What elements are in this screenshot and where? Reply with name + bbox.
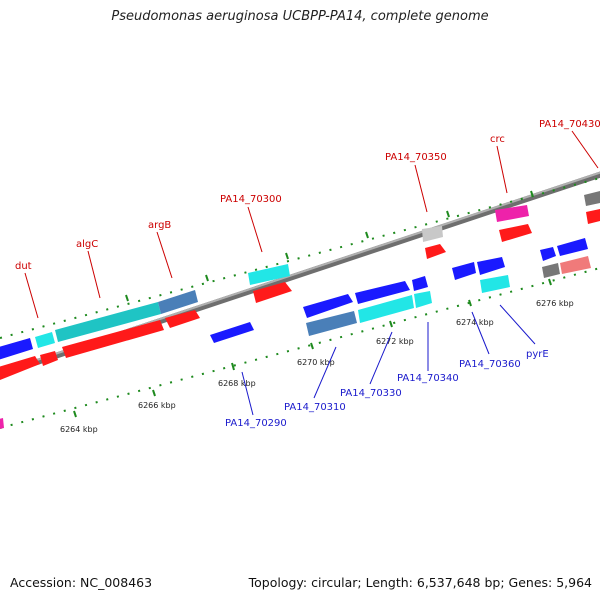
gene-label: argB bbox=[148, 220, 171, 231]
gene-arrow bbox=[425, 244, 446, 259]
gene-arrow bbox=[35, 332, 55, 348]
gene-labels-reverse: PA14_70290 PA14_70310 PA14_70330 PA14_70… bbox=[225, 349, 549, 429]
gene-arrow bbox=[55, 302, 161, 342]
gene-arrow bbox=[540, 247, 556, 261]
scale-label: 6270 kbp bbox=[297, 358, 335, 367]
scale-label: 6272 kbp bbox=[376, 337, 414, 346]
gene-arrow bbox=[165, 310, 200, 328]
gene-arrow bbox=[499, 224, 532, 242]
label-leaders-forward bbox=[24, 130, 599, 319]
scale-label: 6274 kbp bbox=[456, 318, 494, 327]
gene-arrow bbox=[40, 351, 58, 366]
gene-arrow bbox=[358, 295, 414, 323]
gene-arrow bbox=[248, 264, 290, 285]
gene-arrow bbox=[62, 320, 164, 358]
gene-arrow bbox=[0, 356, 40, 380]
gene-label: PA14_70360 bbox=[459, 359, 521, 370]
gene-arrow bbox=[560, 256, 591, 274]
gene-label: dut bbox=[15, 261, 32, 272]
gene-arrow bbox=[452, 262, 476, 280]
gene-arrow bbox=[158, 290, 198, 314]
gene-arrow bbox=[542, 263, 560, 278]
gene-label: PA14_70430 bbox=[539, 119, 600, 130]
genome-summary: Topology: circular; Length: 6,537,648 bp… bbox=[248, 575, 592, 590]
gene-label: PA14_70300 bbox=[220, 194, 282, 205]
gene-label: PA14_70330 bbox=[340, 388, 402, 399]
scale-labels: 6264 kbp 6266 kbp 6268 kbp 6270 kbp 6272… bbox=[60, 299, 574, 434]
gene-arrow bbox=[306, 311, 357, 336]
gene-arrow bbox=[557, 238, 588, 256]
gene-arrow bbox=[586, 209, 600, 224]
gene-arrow bbox=[210, 322, 254, 343]
tick-row-upper bbox=[0, 177, 600, 339]
gene-arrow bbox=[303, 294, 353, 318]
gene-arrow bbox=[253, 282, 292, 303]
scale-label: 6268 kbp bbox=[218, 379, 256, 388]
gene-features[interactable] bbox=[0, 191, 600, 430]
gene-arrow bbox=[414, 291, 432, 308]
accession-label: Accession: NC_008463 bbox=[10, 575, 153, 590]
gene-label: pyrE bbox=[526, 349, 549, 360]
gene-arrow bbox=[355, 281, 410, 304]
gene-label: crc bbox=[490, 134, 505, 145]
tick-row-lower bbox=[0, 267, 600, 429]
gene-label: algC bbox=[76, 239, 98, 250]
major-ticks bbox=[73, 190, 552, 418]
gene-arrow bbox=[477, 257, 505, 275]
gene-label: PA14_70290 bbox=[225, 418, 287, 429]
scale-label: 6266 kbp bbox=[138, 401, 176, 410]
gene-arrow bbox=[0, 338, 33, 360]
gene-labels-forward: dut algC argB PA14_70300 PA14_70350 crc … bbox=[15, 119, 600, 272]
gene-arrow bbox=[584, 191, 600, 206]
gene-arrow bbox=[495, 205, 529, 222]
gene-arrow bbox=[0, 418, 4, 429]
scale-label: 6264 kbp bbox=[60, 425, 98, 434]
label-leaders-reverse bbox=[241, 304, 536, 416]
gene-label: PA14_70350 bbox=[385, 152, 447, 163]
scale-label: 6276 kbp bbox=[536, 299, 574, 308]
gene-label: PA14_70340 bbox=[397, 373, 459, 384]
gene-label: PA14_70310 bbox=[284, 402, 346, 413]
gene-arrow bbox=[422, 226, 443, 242]
gene-arrow bbox=[412, 276, 428, 291]
gene-arrow bbox=[480, 275, 510, 293]
map-title: Pseudomonas aeruginosa UCBPP-PA14, compl… bbox=[111, 9, 489, 24]
